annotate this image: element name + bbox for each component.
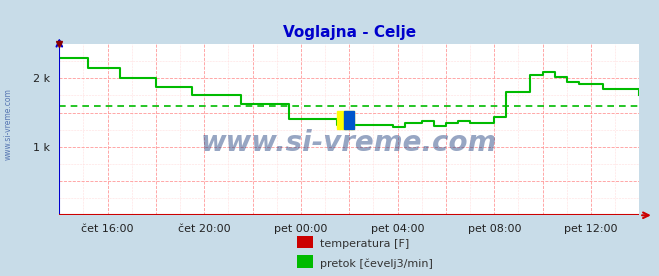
Bar bbox=[344, 111, 354, 129]
Text: www.si-vreme.com: www.si-vreme.com bbox=[3, 88, 13, 160]
Title: Voglajna - Celje: Voglajna - Celje bbox=[283, 25, 416, 40]
Text: pretok [čevelj3/min]: pretok [čevelj3/min] bbox=[320, 258, 432, 269]
Text: www.si-vreme.com: www.si-vreme.com bbox=[201, 129, 498, 157]
Bar bbox=[337, 111, 354, 129]
Text: temperatura [F]: temperatura [F] bbox=[320, 239, 409, 249]
